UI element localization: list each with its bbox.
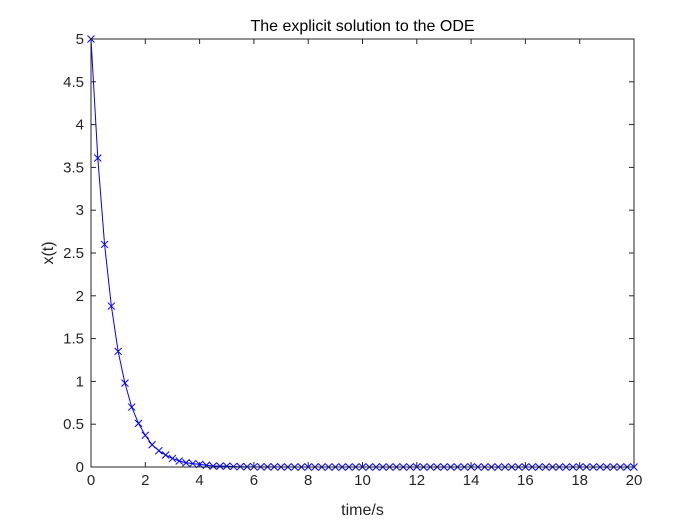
y-tick-label: 3 <box>76 202 84 219</box>
data-point-marker <box>141 431 150 440</box>
y-tick-label: 2 <box>76 288 84 305</box>
x-tick-label: 8 <box>304 472 312 489</box>
x-tick-label: 20 <box>626 472 643 489</box>
data-point-marker <box>100 240 109 249</box>
y-tick-label: 4 <box>76 117 84 134</box>
x-axis-label: time/s <box>341 502 384 519</box>
data-point-marker <box>93 154 102 162</box>
x-tick-label: 10 <box>354 472 371 489</box>
data-point-marker <box>134 419 143 428</box>
x-tick-label: 16 <box>517 472 534 489</box>
data-point-marker <box>148 440 156 449</box>
data-point-marker <box>222 462 231 470</box>
x-tick-label: 6 <box>250 472 258 489</box>
y-tick-label: 4.5 <box>63 74 84 91</box>
plot-background <box>91 39 634 467</box>
ticks-layer: 0 2 4 6 8 10 12 14 16 18 20 0 0.5 1 1.5 2 2.5 3 3.5 4 4.5 5 <box>63 31 642 489</box>
x-tick-label: 0 <box>87 472 95 489</box>
data-point-marker <box>188 459 197 468</box>
data-point-marker <box>107 302 116 310</box>
data-point-marker <box>161 451 170 459</box>
plot-frame <box>90 38 635 468</box>
data-point-marker <box>202 461 211 470</box>
chart-title: The explicit solution to the ODE <box>250 18 474 35</box>
x-tick-label: 14 <box>463 472 480 489</box>
y-tick-label: 0 <box>76 459 84 476</box>
data-point-marker <box>121 379 129 387</box>
x-tick-label: 12 <box>408 472 425 489</box>
data-point-marker <box>182 458 190 467</box>
data-point-marker <box>168 454 177 463</box>
data-point-marker <box>114 347 123 356</box>
x-tick-label: 4 <box>195 472 203 489</box>
x-tick-label: 2 <box>141 472 149 489</box>
y-axis-label: x(t) <box>40 241 57 264</box>
data-point-marker <box>216 462 224 470</box>
y-tick-label: 5 <box>76 31 84 48</box>
y-tick-label: 2.5 <box>63 245 84 262</box>
data-point-marker <box>175 457 184 465</box>
y-tick-label: 0.5 <box>63 416 84 433</box>
x-tick-label: 18 <box>571 472 588 489</box>
data-point-marker <box>209 462 218 470</box>
data-point-marker <box>155 446 163 455</box>
y-tick-label: 1.5 <box>63 331 84 348</box>
data-point-marker <box>127 403 136 411</box>
y-tick-label: 3.5 <box>63 159 84 176</box>
y-tick-label: 1 <box>76 373 84 390</box>
